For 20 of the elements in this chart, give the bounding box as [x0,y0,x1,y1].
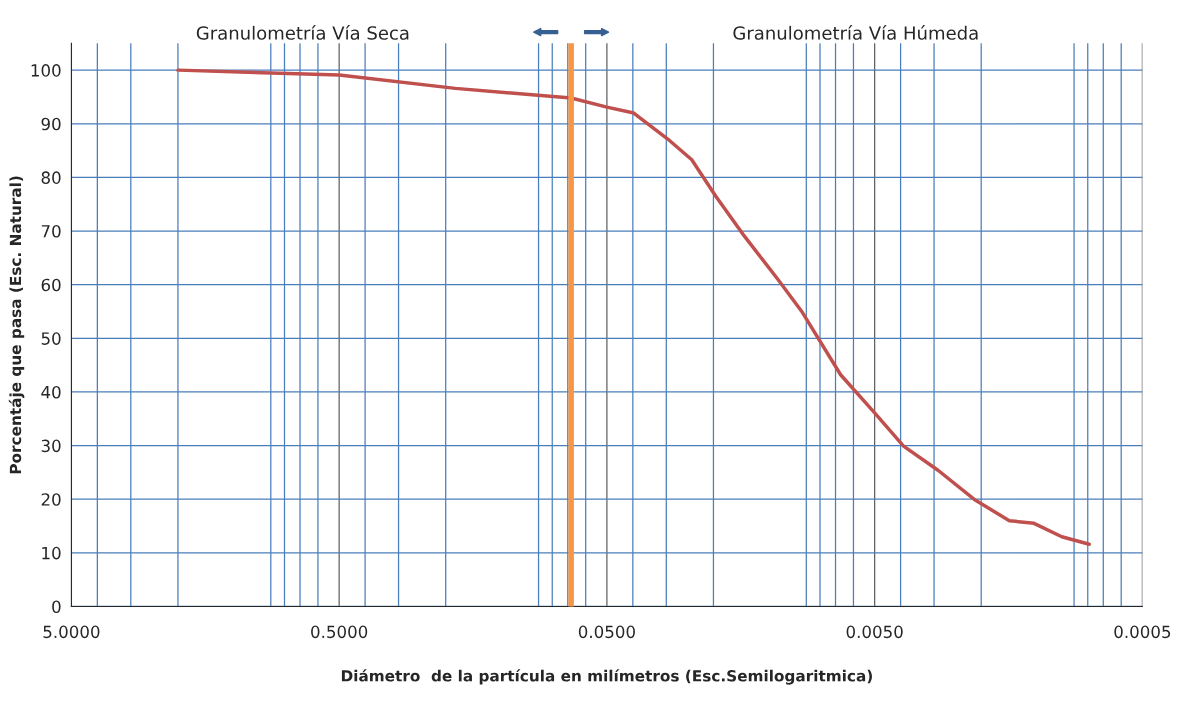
y-tick-label: 20 [41,493,61,506]
y-tick-label: 50 [41,332,61,345]
y-tick-label: 70 [41,225,61,238]
y-tick-label: 100 [31,64,61,77]
text: Granulometría Vía Seca [196,25,409,40]
y-tick-label: 30 [41,439,61,453]
x-axis-title: Diámetro de la partícula en milímetros (Esc.Semilogaritmica) [341,669,872,685]
x-tick-label: 5.0000 [43,625,100,639]
y-tick-label: 40 [41,385,61,399]
x-tick-label: 0.0005 [1114,625,1171,639]
y-tick-label: 60 [41,278,61,292]
y-tick-label: 90 [41,117,61,131]
x-tick-label: 0.0050 [846,625,903,639]
x-tick-label: 0.0500 [578,625,635,639]
y-tick-label: 80 [41,171,61,184]
y-axis-title: Porcentáje que pasa (Esc. Natural) [8,176,25,474]
y-tick-label: 10 [42,546,61,560]
text: Granulometría Vía Húmeda [733,25,978,40]
y-tick-label: 0 [52,600,61,614]
x-tick-label: 0.5000 [311,625,368,639]
